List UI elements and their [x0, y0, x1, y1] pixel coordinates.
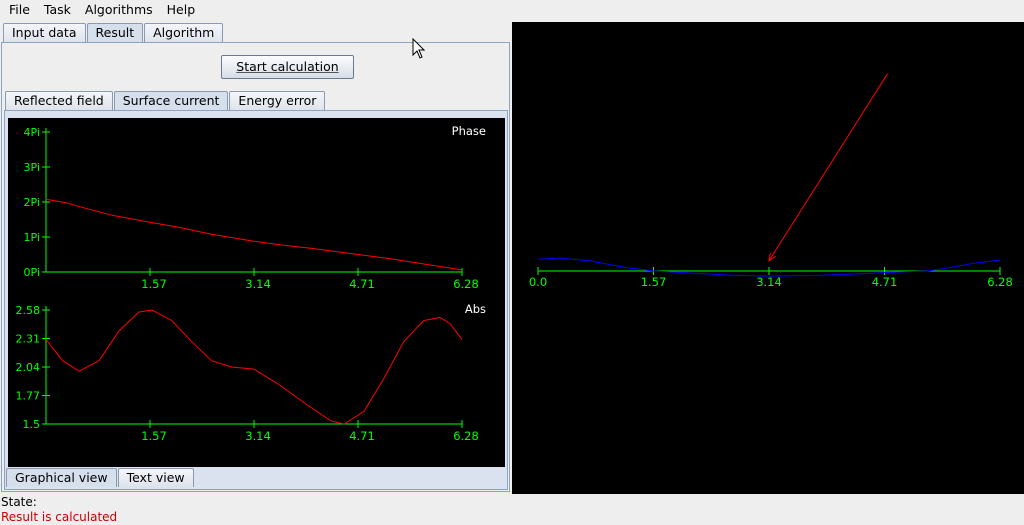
plot-abs-y-tick-label: 2.04	[16, 361, 41, 374]
plot-phase-x-tick-label: 3.14	[245, 277, 271, 291]
menu-algorithms[interactable]: Algorithms	[84, 2, 153, 17]
geometry-x-tick-label: 6.28	[987, 275, 1013, 289]
status-value: Result is calculated	[1, 510, 118, 524]
plot-abs-y-tick-label: 2.31	[16, 333, 41, 346]
geometry-svg: 0.0 1.57 3.14 4.71 6.28	[529, 73, 1013, 289]
plot-abs-curve	[45, 309, 463, 425]
menu-task[interactable]: Task	[43, 2, 71, 17]
plot-phase-title: Phase	[452, 124, 486, 138]
left-panel: Input data Result Algorithm Start calcul…	[0, 20, 512, 494]
plot-phase: 0Pi 1Pi 2Pi 3Pi 4Pi 1.57 3.14 4.71 6.28 Phase	[24, 124, 486, 291]
incident-wave-arrowhead	[768, 252, 776, 262]
menu-bar: File Task Algorithms Help	[0, 0, 1024, 20]
plot-abs: 1.5 1.77 2.04 2.31 2.58 1.57 3.14 4.71 6.28 Abs	[16, 302, 487, 443]
view-tab-strip: Graphical view Text view	[6, 468, 195, 487]
plot-phase-x-tick-label: 6.28	[453, 277, 479, 291]
tab-result[interactable]: Result	[86, 23, 144, 43]
tab-text-view[interactable]: Text view	[117, 468, 194, 487]
start-calculation-label: Start calculation	[236, 59, 339, 74]
inner-tab-strip: Reflected field Surface current Energy e…	[5, 91, 326, 111]
status-bar: State: Result is calculated	[0, 495, 1024, 525]
start-calculation-button[interactable]: Start calculation	[221, 55, 354, 79]
surface-current-plots: 0Pi 1Pi 2Pi 3Pi 4Pi 1.57 3.14 4.71 6.28 Phase 1.5 1…	[8, 118, 505, 467]
tab-surface-current[interactable]: Surface current	[113, 91, 229, 111]
plot-phase-x-tick-label: 1.57	[141, 277, 167, 291]
plot-abs-x-tick-label: 6.28	[453, 429, 479, 443]
tab-reflected-field[interactable]: Reflected field	[5, 91, 113, 111]
plot-abs-x-tick-label: 1.57	[141, 429, 167, 443]
geometry-x-tick-label: 0.0	[529, 275, 547, 289]
geometry-x-tick-label: 1.57	[641, 275, 667, 289]
tab-graphical-view[interactable]: Graphical view	[6, 468, 117, 487]
plot-abs-title: Abs	[465, 302, 486, 316]
tab-algorithm[interactable]: Algorithm	[144, 23, 224, 43]
geometry-view: 0.0 1.57 3.14 4.71 6.28	[512, 22, 1024, 494]
geometry-x-tick-label: 4.71	[872, 275, 898, 289]
plot-phase-y-tick-label: 1Pi	[24, 231, 40, 244]
tab-input-data[interactable]: Input data	[3, 23, 86, 43]
plot-abs-x-tick-label: 4.71	[349, 429, 375, 443]
status-label: State:	[1, 495, 37, 509]
plot-phase-y-tick-label: 4Pi	[24, 126, 40, 139]
plot-phase-x-tick-label: 4.71	[349, 277, 375, 291]
incident-wave-arrow	[768, 73, 888, 262]
plot-phase-y-tick-label: 2Pi	[24, 196, 40, 209]
plot-abs-y-tick-label: 1.5	[23, 418, 41, 431]
geometry-boundary-curve	[537, 257, 1001, 277]
plot-abs-y-tick-label: 1.77	[16, 390, 41, 403]
plot-abs-x-tick-label: 3.14	[245, 429, 271, 443]
plot-phase-curve	[45, 198, 463, 271]
top-tab-strip: Input data Result Algorithm	[3, 23, 224, 43]
mouse-pointer-icon	[412, 38, 426, 59]
tab-energy-error[interactable]: Energy error	[229, 91, 326, 111]
geometry-x-tick-label: 3.14	[756, 275, 782, 289]
menu-help[interactable]: Help	[166, 2, 196, 17]
plot-phase-y-tick-label: 3Pi	[24, 161, 40, 174]
plot-phase-y-tick-label: 0Pi	[24, 266, 40, 279]
plot-abs-y-tick-label: 2.58	[16, 304, 41, 317]
menu-file[interactable]: File	[9, 2, 30, 17]
